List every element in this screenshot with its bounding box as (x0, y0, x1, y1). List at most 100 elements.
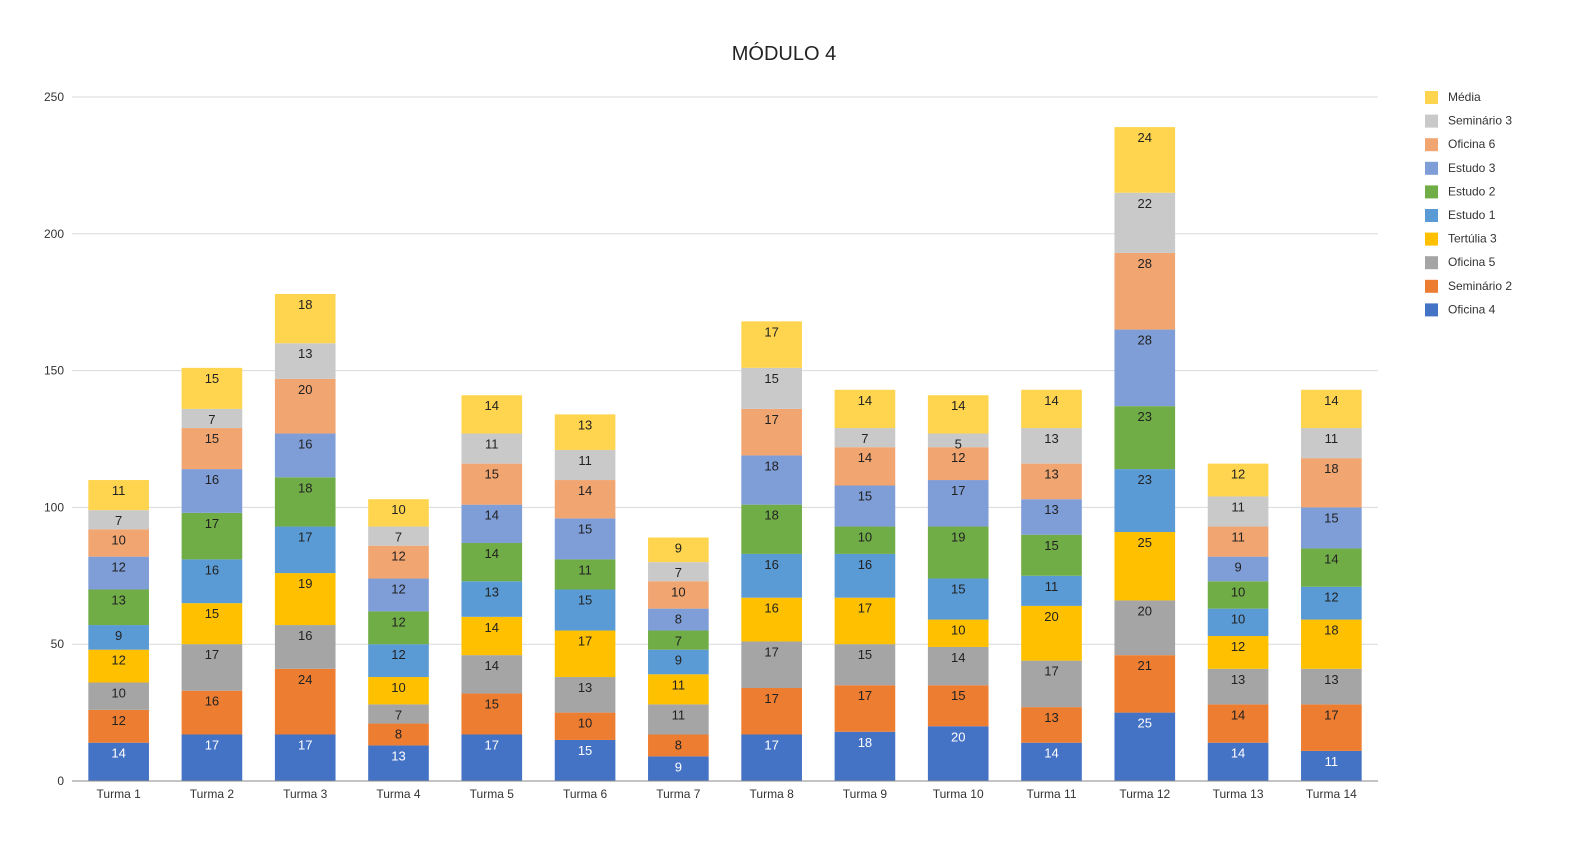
bar-segment (181, 603, 243, 645)
bar-segment (1301, 389, 1362, 429)
bar-segment (461, 504, 523, 543)
bar-segment (1021, 605, 1082, 661)
bar-segment (1021, 428, 1082, 464)
data-label: 18 (764, 458, 778, 473)
data-label: 15 (858, 647, 872, 662)
x-tick-label: Turma 14 (1306, 787, 1357, 801)
data-label: 14 (578, 483, 592, 498)
bar-segment (554, 559, 616, 590)
bar-segment (1301, 668, 1362, 705)
bar-stack: 14 12 10 12 9 13 12 10 7 11 (88, 480, 149, 781)
legend-swatch (1425, 138, 1438, 152)
bar-segment (1207, 556, 1269, 582)
data-label: 15 (1324, 510, 1338, 525)
data-label: 7 (395, 707, 402, 722)
bar-segment (461, 433, 523, 464)
bar-segment (834, 731, 896, 781)
data-label: 17 (1324, 707, 1338, 722)
data-label: 16 (205, 562, 219, 577)
data-label: 11 (112, 483, 126, 498)
data-label: 7 (675, 634, 682, 649)
data-label: 9 (115, 628, 122, 643)
bar-segment (741, 321, 802, 368)
y-tick-label: 0 (57, 774, 64, 788)
data-label: 23 (1138, 472, 1152, 487)
bar-segment (554, 677, 616, 713)
x-tick-label: Turma 7 (656, 787, 701, 801)
data-label: 15 (485, 467, 499, 482)
legend-label: Tertúlia 3 (1448, 232, 1497, 246)
data-label: 16 (764, 601, 778, 616)
data-label: 22 (1138, 196, 1152, 211)
data-label: 23 (1138, 409, 1152, 424)
bar-segment (648, 704, 709, 735)
data-label: 18 (298, 480, 312, 495)
bar-segment (461, 734, 523, 781)
bar-segment (1021, 499, 1082, 535)
gridlines (72, 96, 1378, 645)
bar-segment (88, 625, 149, 650)
bar-segment (181, 644, 243, 691)
bar-segment (88, 529, 149, 557)
data-label: 15 (205, 371, 219, 386)
bar-segment (648, 674, 709, 705)
data-label: 17 (764, 737, 778, 752)
legend-swatch (1425, 232, 1438, 246)
data-label: 12 (391, 647, 405, 662)
data-label: 16 (764, 557, 778, 572)
data-label: 14 (111, 746, 125, 761)
bar-stack: 11 17 13 18 12 14 15 18 11 14 (1301, 389, 1362, 781)
bar-stack: 20 15 14 10 15 19 17 125 14 (927, 395, 989, 781)
data-label: 19 (298, 576, 312, 591)
bar-segment (461, 395, 523, 434)
data-label: 14 (485, 398, 499, 413)
bars: 1412101291312107111716171516171615715172… (88, 127, 1362, 781)
x-tick-label: Turma 8 (750, 787, 795, 801)
bar-segment (1301, 586, 1362, 620)
bar-segment (274, 293, 336, 344)
axes: 0 50 100 150 200 250 Turma 1 Turma 2 Turma 3 Turm… (44, 90, 1378, 801)
bar-segment (461, 693, 523, 735)
bar-segment (1301, 428, 1362, 459)
bar-segment (368, 499, 429, 527)
data-label: 12 (391, 549, 405, 564)
legend-swatch (1425, 185, 1438, 199)
data-label: 20 (298, 382, 312, 397)
bar-stack: 18 17 15 17 16 10 15 14 7 14 (834, 389, 896, 781)
data-label: 8 (395, 727, 402, 742)
bar-segment (927, 685, 989, 727)
bar-segment (274, 625, 336, 669)
bar-segment (368, 723, 429, 746)
bar-segment (461, 463, 523, 505)
data-label: 24 (298, 672, 312, 687)
data-label: 16 (205, 694, 219, 709)
data-label: 18 (858, 735, 872, 750)
bar-stack: 17 24 16 19 17 18 16 20 13 18 (274, 293, 336, 781)
bar-segment (368, 677, 429, 705)
bar-segment (554, 480, 616, 519)
y-tick-label: 200 (44, 227, 64, 241)
data-label: 13 (111, 592, 125, 607)
bar-segment (1021, 575, 1082, 606)
bar-segment (1301, 548, 1362, 587)
data-label: 15 (485, 696, 499, 711)
data-label: 20 (1138, 603, 1152, 618)
data-label: 28 (1138, 256, 1152, 271)
bar-segment (181, 734, 243, 781)
bar-segment (741, 597, 802, 642)
legend-swatch (1425, 256, 1438, 270)
x-tick-label: Turma 9 (843, 787, 888, 801)
legend: Média Seminário 3 Oficina 6 Estudo 3 Estudo … (1425, 90, 1512, 317)
bar-segment (1021, 534, 1082, 576)
data-label: 12 (391, 582, 405, 597)
bar-segment (927, 578, 989, 620)
bar-segment (368, 745, 429, 781)
bar-segment (461, 655, 523, 694)
bar-segment (834, 485, 896, 527)
bar-segment (1301, 619, 1362, 669)
data-label: 14 (1231, 746, 1245, 761)
bar-segment (834, 389, 896, 429)
data-label: 13 (298, 346, 312, 361)
data-label: 15 (951, 688, 965, 703)
data-label: 13 (485, 584, 499, 599)
